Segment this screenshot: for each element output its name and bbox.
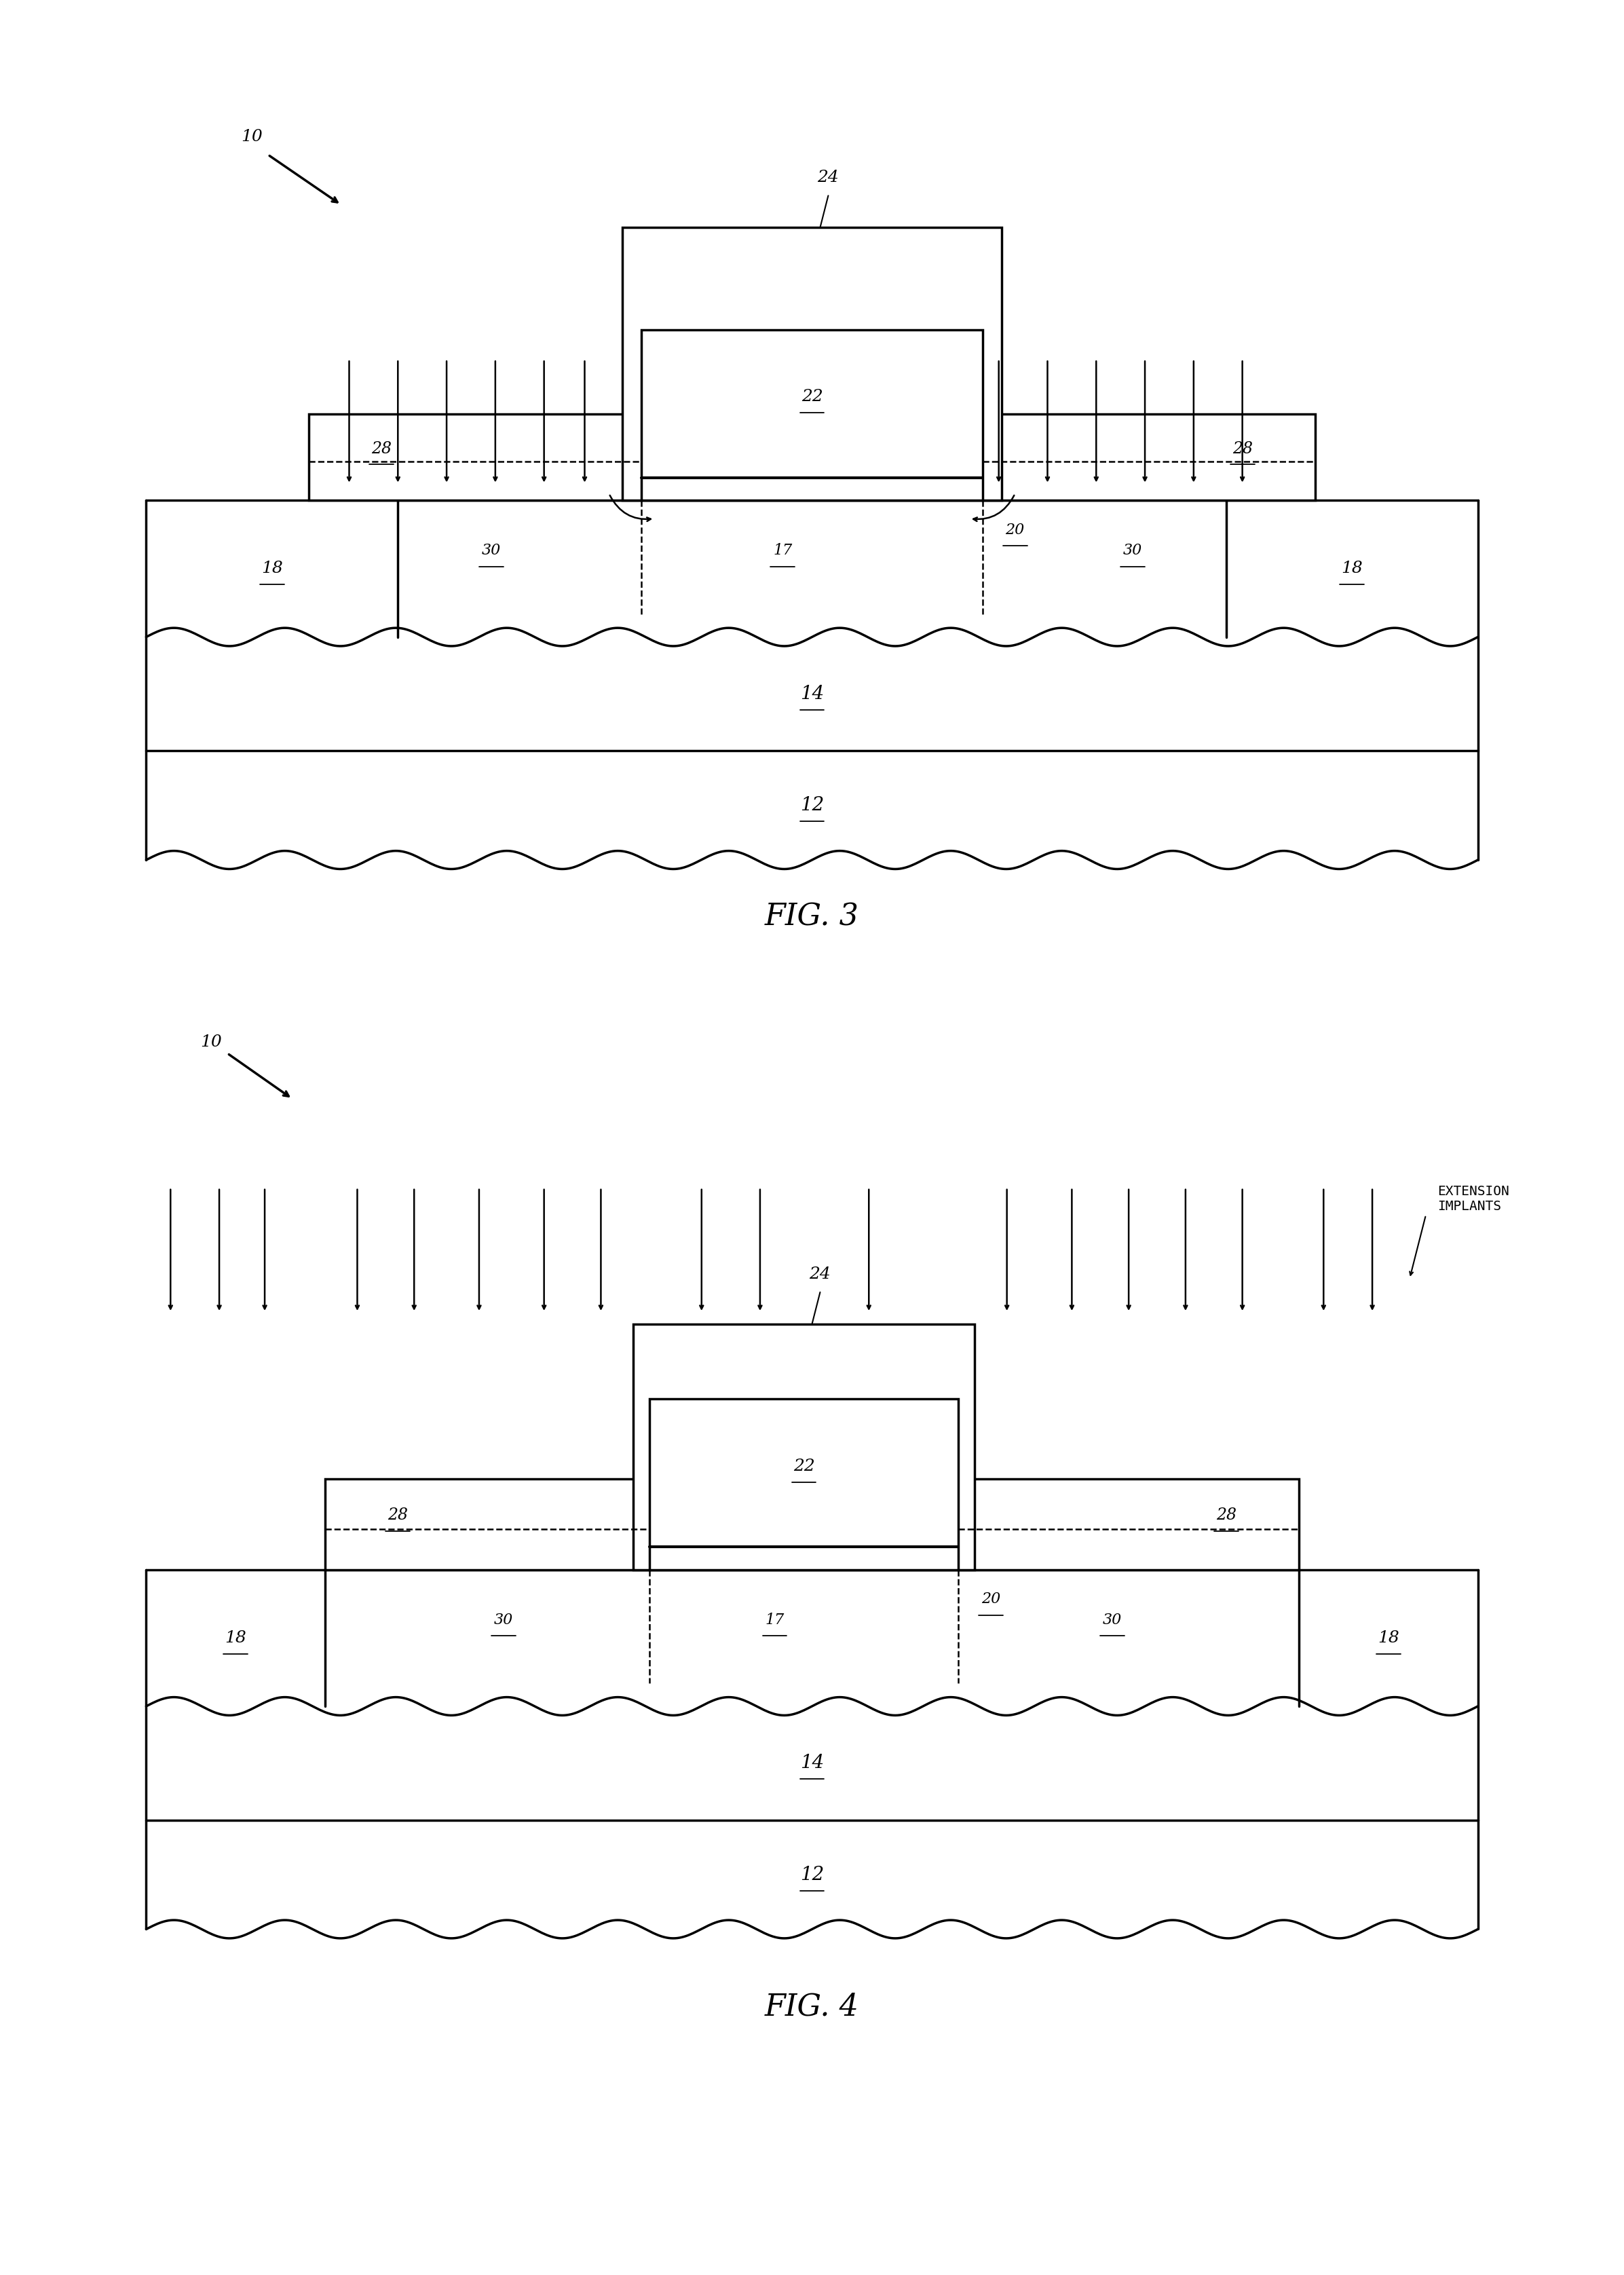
Text: 10: 10 [200,1035,222,1049]
Text: EXTENSION
IMPLANTS: EXTENSION IMPLANTS [1437,1185,1509,1213]
Text: 30: 30 [494,1613,513,1627]
Text: 28: 28 [1233,441,1252,457]
Text: 22: 22 [793,1458,815,1474]
Text: 28: 28 [372,441,391,457]
Text: 24: 24 [809,1267,831,1281]
Text: 20: 20 [1005,523,1025,537]
Text: FIG. 3: FIG. 3 [765,903,859,930]
Text: 30: 30 [1124,544,1142,557]
Text: 17: 17 [773,544,793,557]
Polygon shape [641,330,983,500]
Text: 14: 14 [801,1754,823,1772]
Text: 18: 18 [1341,562,1363,576]
Text: 12: 12 [801,796,823,814]
Polygon shape [958,1479,1299,1570]
Text: FIG. 4: FIG. 4 [765,1993,859,2020]
Polygon shape [983,414,1315,500]
Text: 22: 22 [801,389,823,405]
Polygon shape [309,414,641,500]
Text: 28: 28 [388,1508,408,1522]
Polygon shape [325,1479,650,1570]
Text: 28: 28 [1216,1508,1236,1522]
Text: 24: 24 [817,171,840,184]
Text: 18: 18 [261,562,283,576]
Polygon shape [622,228,1002,500]
Text: 18: 18 [224,1631,247,1645]
Text: 10: 10 [240,130,263,143]
Text: 14: 14 [801,685,823,703]
Text: 30: 30 [482,544,500,557]
Polygon shape [633,1324,974,1570]
Text: 30: 30 [1103,1613,1122,1627]
Text: 20: 20 [981,1592,1000,1606]
Text: 17: 17 [765,1613,784,1627]
Polygon shape [650,1399,958,1570]
Text: 18: 18 [1377,1631,1400,1645]
Text: 12: 12 [801,1865,823,1884]
